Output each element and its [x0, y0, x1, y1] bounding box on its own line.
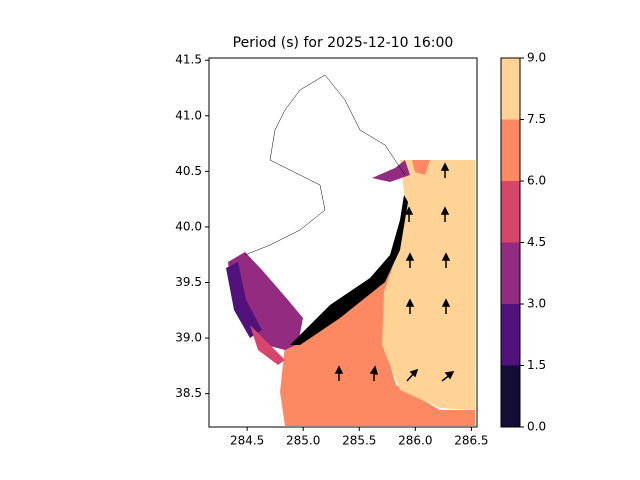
region: [280, 262, 475, 426]
x-tick-label: 284.5: [230, 434, 264, 448]
x-tick-label: 286.5: [454, 434, 488, 448]
y-tick-label: 38.5: [175, 386, 202, 400]
colorbar-band: [501, 242, 520, 304]
colorbar-label: 9.0: [527, 51, 546, 65]
x-tick-label: 285.0: [286, 434, 320, 448]
y-tick-label: 40.0: [175, 219, 202, 233]
y-tick-label: 40.5: [175, 164, 202, 178]
region: [226, 262, 262, 338]
coast: [290, 195, 408, 345]
region: [382, 160, 475, 410]
region: [250, 325, 285, 365]
y-tick-label: 39.5: [175, 275, 202, 289]
wave-arrows: [334, 162, 455, 382]
arrow: [334, 162, 455, 382]
colorbar-label: 3.0: [527, 297, 546, 311]
region: [412, 160, 430, 175]
region: [372, 160, 410, 182]
y-tick-label: 39.0: [175, 331, 202, 345]
colorbar-band: [501, 304, 520, 366]
colorbar-band: [501, 119, 520, 181]
colorbar-label: 7.5: [527, 112, 546, 126]
colorbar-label: 4.5: [527, 235, 546, 249]
y-tick-label: 41.0: [175, 108, 202, 122]
x-tick-label: 286.0: [398, 434, 432, 448]
map-fill: [226, 74, 475, 426]
chart-title: Period (s) for 2025-12-10 16:00: [233, 35, 454, 51]
border: [244, 74, 326, 256]
colorbar-label: 0.0: [527, 420, 546, 434]
colorbar-label: 1.5: [527, 358, 546, 372]
region: [228, 252, 303, 350]
colorbar-label: 6.0: [527, 174, 546, 188]
colorbar-band: [501, 365, 520, 427]
border: [324, 74, 406, 176]
colorbar-band: [501, 58, 520, 120]
colorbar-band: [501, 181, 520, 243]
y-tick-label: 41.5: [175, 53, 202, 67]
axes-frame: [208, 57, 478, 428]
x-tick-label: 285.5: [342, 434, 376, 448]
